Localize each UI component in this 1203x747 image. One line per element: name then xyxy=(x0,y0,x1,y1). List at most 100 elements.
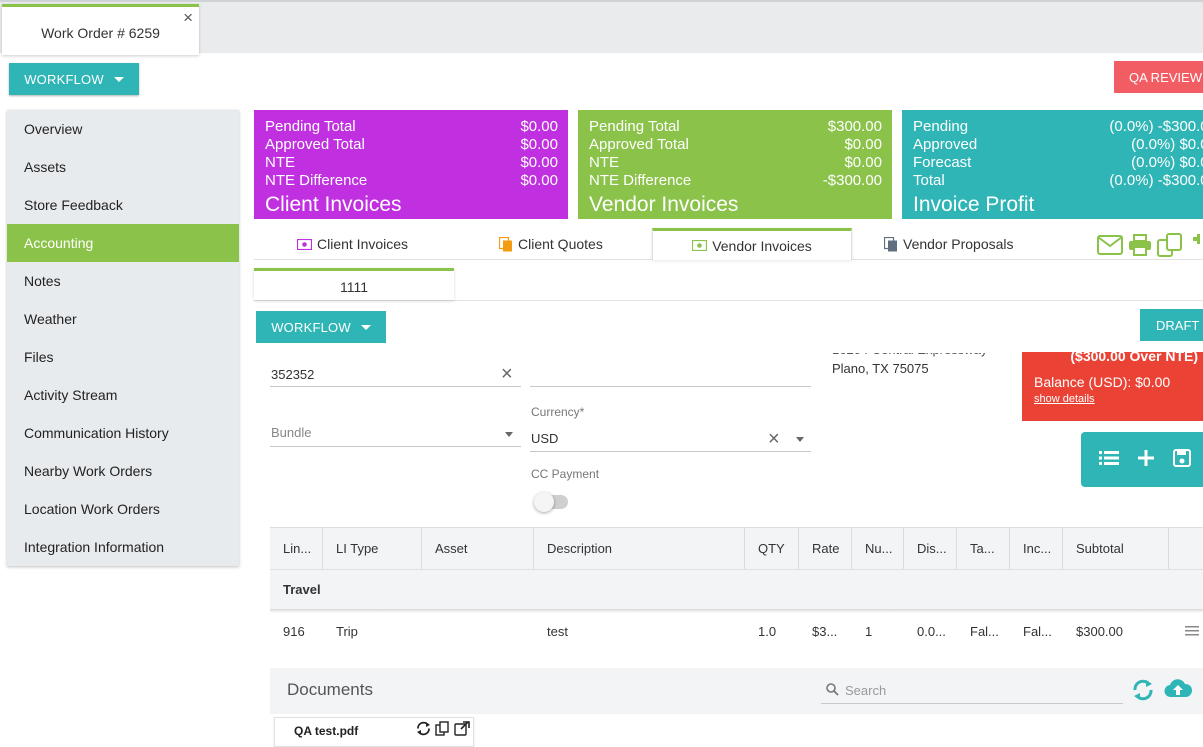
refresh-icon[interactable] xyxy=(1131,678,1155,705)
summary-label: NTE Difference xyxy=(589,172,692,189)
column-header[interactable]: Rate xyxy=(799,528,852,569)
field-underline xyxy=(270,386,521,387)
tab-vendor-invoices[interactable]: Vendor Invoices xyxy=(652,228,852,260)
status-badge[interactable]: DRAFT xyxy=(1140,309,1203,341)
sidebar-item-integration-information[interactable]: Integration Information xyxy=(24,539,165,555)
quote-icon xyxy=(499,236,513,252)
workflow-button[interactable]: WORKFLOW xyxy=(9,63,139,95)
column-header[interactable]: LI Type xyxy=(323,528,422,569)
document-card[interactable]: QA test.pdf xyxy=(274,717,474,747)
summary-label: NTE xyxy=(265,154,295,171)
summary-value: (0.0%) -$300.00 xyxy=(1109,172,1203,189)
invoice-actions xyxy=(1081,432,1203,487)
sidebar-item-activity-stream[interactable]: Activity Stream xyxy=(24,387,118,403)
table-row[interactable]: 916 Trip test 1.0 $3... 1 0.0... Fal... … xyxy=(270,613,1203,649)
sidebar-item-nearby-work-orders[interactable]: Nearby Work Orders xyxy=(24,463,153,479)
copy-icon[interactable] xyxy=(1157,233,1183,260)
qa-review-button[interactable]: QA REVIEW xyxy=(1114,61,1203,93)
balance-text: Balance (USD): $0.00 xyxy=(1034,374,1171,390)
clear-icon[interactable]: × xyxy=(768,428,780,450)
print-icon[interactable] xyxy=(1128,234,1152,259)
save-icon[interactable] xyxy=(1173,449,1191,470)
clear-icon[interactable]: × xyxy=(501,363,513,385)
invoice-workflow-label: WORKFLOW xyxy=(271,319,351,335)
money-icon xyxy=(297,238,312,250)
table-cell xyxy=(422,613,534,649)
list-icon[interactable] xyxy=(1099,450,1119,469)
proposal-icon xyxy=(884,236,898,252)
upload-cloud-icon[interactable] xyxy=(1164,677,1193,702)
grid-header: Lin... LI Type Asset Description QTY Rat… xyxy=(270,527,1203,569)
group-row[interactable]: Travel xyxy=(270,569,1203,609)
sidebar-item-store-feedback[interactable]: Store Feedback xyxy=(24,197,123,213)
column-header[interactable]: QTY xyxy=(745,528,799,569)
column-header[interactable]: Nu... xyxy=(852,528,904,569)
sidebar-item-notes[interactable]: Notes xyxy=(24,273,61,289)
balance-box: ($300.00 Over NTE) Balance (USD): $0.00 … xyxy=(1022,352,1203,421)
column-header[interactable]: Lin... xyxy=(270,528,323,569)
column-header[interactable]: Dis... xyxy=(904,528,957,569)
work-order-tab[interactable]: Work Order # 6259 × xyxy=(2,4,199,55)
tab-client-quotes[interactable]: Client Quotes xyxy=(499,228,603,260)
copy-icon[interactable] xyxy=(435,721,450,739)
tab-label: Client Invoices xyxy=(317,236,409,252)
email-icon[interactable] xyxy=(1097,235,1123,258)
tab-client-invoices[interactable]: Client Invoices xyxy=(297,228,408,260)
summary-label: Approved xyxy=(913,136,978,153)
sidebar-item-communication-history[interactable]: Communication History xyxy=(24,425,169,441)
row-menu-icon[interactable] xyxy=(1169,613,1203,649)
summary-label: Pending Total xyxy=(589,118,680,135)
sidebar: Overview Assets Store Feedback Accountin… xyxy=(7,110,239,566)
sidebar-item-assets[interactable]: Assets xyxy=(24,159,67,175)
column-header-menu xyxy=(1169,528,1203,569)
caret-down-icon xyxy=(113,76,124,82)
workflow-button-label: WORKFLOW xyxy=(24,71,104,87)
table-cell: 0.0... xyxy=(917,623,946,639)
table-cell: 1 xyxy=(865,623,873,639)
summary-label: Pending Total xyxy=(265,118,356,135)
refresh-icon[interactable] xyxy=(416,721,431,739)
work-order-tab-title: Work Order # 6259 xyxy=(41,25,160,41)
tab-vendor-proposals[interactable]: Vendor Proposals xyxy=(884,228,1014,260)
summary-label: Approved Total xyxy=(589,136,689,153)
invoice-number-field[interactable]: 352352 xyxy=(271,367,315,382)
sidebar-item-files[interactable]: Files xyxy=(24,349,54,365)
field-underline xyxy=(530,386,811,387)
summary-value: $0.00 xyxy=(520,172,558,189)
chevron-down-icon[interactable] xyxy=(796,437,804,442)
accounting-tabs: Client Invoices Client Quotes Vendor Inv… xyxy=(254,228,1203,260)
summary-label: NTE xyxy=(589,154,619,171)
external-link-icon[interactable] xyxy=(454,721,470,739)
summary-card-title: Vendor Invoices xyxy=(589,193,739,216)
close-icon[interactable]: × xyxy=(183,8,193,27)
invoice-workflow-button[interactable]: WORKFLOW xyxy=(256,311,386,343)
summary-value: (0.0%) -$300.00 xyxy=(1109,118,1203,135)
summary-label: Total xyxy=(913,172,945,189)
table-cell: Trip xyxy=(336,623,358,639)
summary-label: Forecast xyxy=(913,154,972,171)
show-details-link[interactable]: show details xyxy=(1034,393,1095,405)
sidebar-item-weather[interactable]: Weather xyxy=(24,311,77,327)
column-header[interactable]: Asset xyxy=(422,528,534,569)
chevron-down-icon[interactable] xyxy=(505,432,513,437)
plus-icon[interactable] xyxy=(1138,450,1154,469)
documents-panel: Documents Search xyxy=(270,668,1203,714)
vendor-invoices-summary-card: Pending Total $300.00 Approved Total $0.00… xyxy=(578,110,892,219)
documents-search[interactable]: Search xyxy=(821,678,1123,704)
summary-value: (0.0%) $0.00 xyxy=(1131,136,1203,153)
sidebar-item-overview[interactable]: Overview xyxy=(24,121,83,137)
currency-select[interactable]: USD xyxy=(531,431,559,446)
column-header[interactable]: Inc... xyxy=(1010,528,1063,569)
column-header[interactable]: Subtotal xyxy=(1063,528,1169,569)
cc-payment-toggle[interactable] xyxy=(534,492,568,512)
column-header[interactable]: Description xyxy=(534,528,745,569)
summary-value: $0.00 xyxy=(520,136,558,153)
bundle-select[interactable]: Bundle xyxy=(271,425,312,440)
column-header[interactable]: Ta... xyxy=(957,528,1010,569)
add-icon[interactable] xyxy=(1188,234,1203,259)
invoice-subtab[interactable]: 1111 xyxy=(254,268,454,300)
sidebar-item-location-work-orders[interactable]: Location Work Orders xyxy=(24,501,160,517)
table-cell: $3... xyxy=(812,623,838,639)
line-items-grid: Lin... LI Type Asset Description QTY Rat… xyxy=(270,527,1203,649)
sidebar-item-accounting[interactable]: Accounting xyxy=(7,224,239,262)
